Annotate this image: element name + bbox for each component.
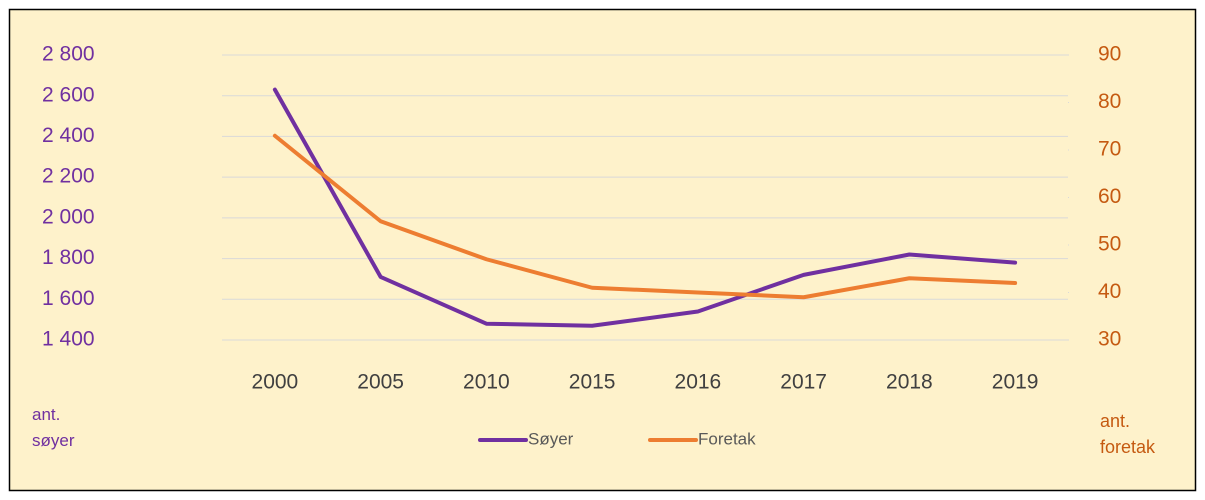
y-tick-label: 2 600 (42, 83, 95, 106)
x-tick-label: 2015 (569, 371, 616, 394)
y-tick-label: 2 400 (42, 124, 95, 147)
data-line (272, 87, 1018, 328)
y-axis-label: ant. søyer (32, 405, 75, 450)
y2-tick-label: 30 (1098, 328, 1121, 351)
x-tick-label: 2005 (357, 371, 404, 394)
y-tick-label: 1 400 (42, 328, 95, 351)
legend-label: Foretak (698, 429, 756, 448)
y2-tick-label: 60 (1098, 185, 1121, 208)
legend-label: Søyer (528, 429, 574, 448)
y2-tick-label: 50 (1098, 233, 1121, 256)
x-tick-label: 2000 (252, 371, 299, 394)
y-tick-label: 1 600 (42, 287, 95, 310)
x-tick-label: 2016 (675, 371, 722, 394)
data-line (272, 133, 1018, 300)
y-tick-label: 2 000 (42, 205, 95, 228)
x-tick-label: 2019 (992, 371, 1039, 394)
chart-background (8, 8, 1197, 492)
y-tick-label: 1 800 (42, 246, 95, 269)
x-tick-label: 2018 (886, 371, 933, 394)
y2-tick-label: 40 (1098, 280, 1121, 303)
x-tick-label: 2010 (463, 371, 510, 394)
y2-axis-label: ant. foretak (1100, 411, 1156, 457)
y-tick-label: 2 800 (42, 43, 95, 66)
y2-tick-label: 90 (1098, 43, 1121, 66)
y2-tick-label: 80 (1098, 90, 1121, 113)
y-tick-label: 2 200 (42, 165, 95, 188)
y2-tick-label: 70 (1098, 138, 1121, 161)
x-tick-label: 2017 (780, 371, 827, 394)
